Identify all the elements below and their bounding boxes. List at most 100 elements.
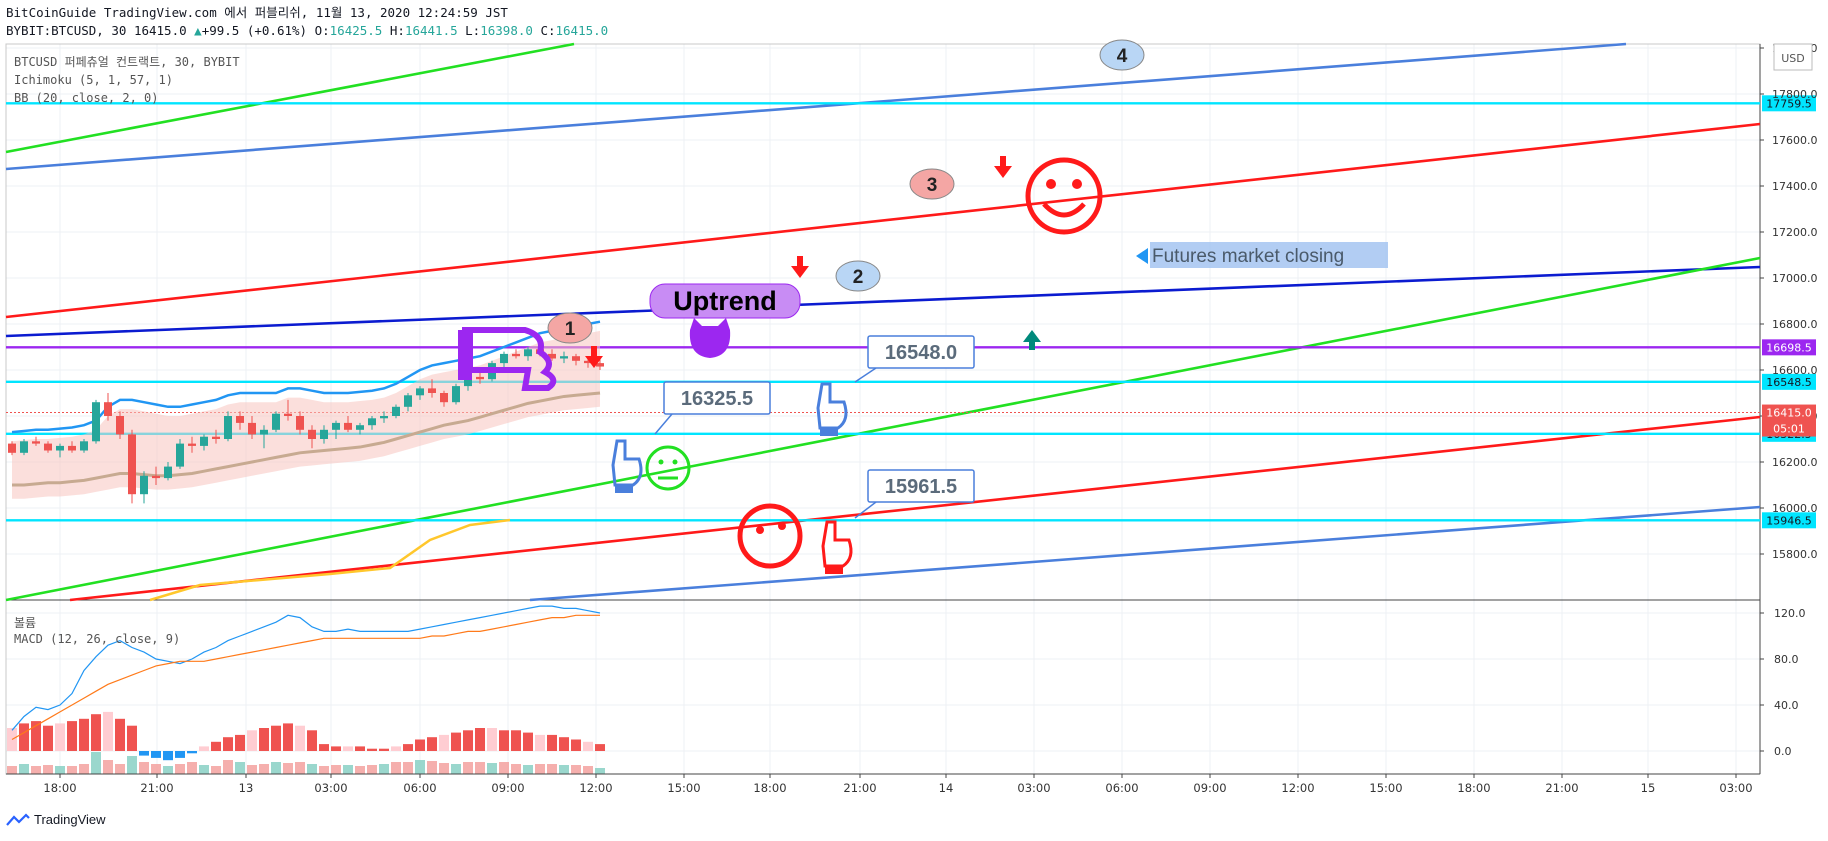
candle-body	[92, 402, 100, 442]
volume-bar	[175, 764, 185, 774]
candle-body	[212, 436, 220, 439]
macd-histogram-bar	[499, 730, 509, 751]
red-channel-top	[5, 122, 1761, 319]
currency-label: USD	[1781, 52, 1805, 65]
level-label-bg	[1762, 339, 1816, 356]
macd-histogram-bar	[475, 728, 485, 751]
macd-histogram-bar	[319, 744, 329, 751]
macd-histogram-bar	[55, 723, 65, 751]
volume-bar	[91, 752, 101, 774]
neutral-face-icon	[645, 445, 691, 491]
down-arrow-icon	[791, 266, 809, 278]
macd-histogram-bar	[547, 734, 557, 751]
volume-bar	[427, 761, 437, 774]
high-value: 16441.5	[404, 23, 458, 38]
macd-histogram-bar	[163, 751, 173, 761]
y-tick-label: 17000.0	[1772, 272, 1818, 285]
macd-histogram-bar	[523, 732, 533, 751]
candle-body	[416, 388, 424, 396]
price-axis[interactable]: 17759.516698.516548.516322.515946.515800…	[1760, 42, 1818, 758]
candle-body	[356, 425, 364, 430]
wave-bubble	[547, 312, 593, 344]
y-tick-label: 17400.0	[1772, 180, 1818, 193]
candle-body	[44, 443, 52, 451]
macd-histogram-bar	[427, 737, 437, 751]
candle-body	[584, 360, 592, 364]
candle-body	[344, 422, 352, 430]
candle-body	[368, 418, 376, 426]
price-change: +99.5 (+0.61%)	[201, 23, 308, 38]
callout-pointer	[654, 413, 673, 435]
y-tick-label: 16800.0	[1772, 318, 1818, 331]
candle-body	[296, 416, 304, 430]
cat-icon	[689, 318, 731, 358]
candle-body	[128, 434, 136, 495]
x-tick-label: 03:00	[314, 781, 347, 795]
volume-bar	[415, 760, 425, 774]
x-tick-label: 15:00	[667, 781, 700, 795]
level-label: 15946.5	[1766, 514, 1812, 527]
time-axis[interactable]: 18:00 21:00 13 03:00 06:00 09:00 12:00 15:00 18:…	[6, 773, 1760, 795]
volume-bar	[487, 763, 497, 774]
macd-histogram-bar	[511, 730, 521, 751]
wave-label: 3	[927, 175, 938, 196]
volume-bar	[403, 762, 413, 774]
wave-label: 1	[565, 319, 576, 340]
candle-body	[500, 353, 508, 364]
open-value: 16425.5	[329, 23, 383, 38]
legend-ichimoku: Ichimoku (5, 1, 57, 1)	[14, 73, 173, 87]
macd-histogram-bar	[355, 746, 365, 751]
x-tick-label: 13	[239, 781, 254, 795]
y-tick-label: 17800.0	[1772, 88, 1818, 101]
macd-histogram-bar	[535, 734, 545, 751]
navy-line	[5, 265, 1761, 338]
blue-line-top	[5, 42, 1627, 171]
volume-bar	[439, 763, 449, 774]
candle-body	[596, 363, 604, 367]
candle-body	[68, 445, 76, 451]
macd-histogram-bar	[331, 746, 341, 751]
macd-histogram-bar	[103, 711, 113, 751]
volume-bar	[343, 765, 353, 774]
volume-bar	[379, 764, 389, 774]
worried-face-icon	[737, 503, 803, 569]
smiley-mouth	[1042, 202, 1086, 218]
volume-bar	[67, 766, 77, 774]
red-channel-bottom	[69, 415, 1761, 602]
x-tick-label: 21:00	[843, 781, 876, 795]
candle-body	[8, 443, 16, 453]
x-tick-label: 18:00	[753, 781, 786, 795]
candle-body	[20, 441, 28, 453]
candle-body	[104, 402, 112, 416]
wave-bubble	[909, 168, 955, 200]
macd-histogram-bar	[343, 746, 353, 751]
symbol[interactable]: BYBIT:BTCUSD, 30	[6, 23, 127, 38]
arrow-stem	[591, 346, 597, 356]
level-label-bg	[1762, 373, 1816, 390]
uptrend-text: Uptrend	[673, 286, 777, 316]
macd-pane	[7, 605, 605, 774]
volume-bar	[523, 765, 533, 774]
candle-body	[476, 376, 484, 380]
price-callout-box	[663, 381, 771, 415]
legend-symbol: BTCUSD 퍼페츄얼 컨트랙트, 30, BYBIT	[14, 55, 240, 69]
volume-bar	[223, 760, 233, 774]
macd-histogram-bar	[79, 718, 89, 751]
macd-histogram-bar	[403, 744, 413, 751]
x-tick-label: 14	[939, 781, 954, 795]
x-tick-label: 15:00	[1369, 781, 1402, 795]
level-label: 17759.5	[1766, 97, 1812, 110]
tradingview-logo[interactable]: TradingView	[6, 812, 106, 827]
macd-histogram-bar	[451, 732, 461, 751]
x-tick-label: 06:00	[403, 781, 436, 795]
signal-line	[11, 614, 600, 741]
candle-body	[140, 475, 148, 495]
high-label: H:	[389, 23, 405, 38]
volume-bar	[7, 766, 17, 774]
price-callout-text: 16325.5	[681, 388, 753, 410]
macd-histogram-bar	[115, 718, 125, 751]
macd-tick-label: 0.0	[1774, 745, 1792, 758]
x-tick-label: 12:00	[579, 781, 612, 795]
candle-body	[152, 475, 160, 479]
